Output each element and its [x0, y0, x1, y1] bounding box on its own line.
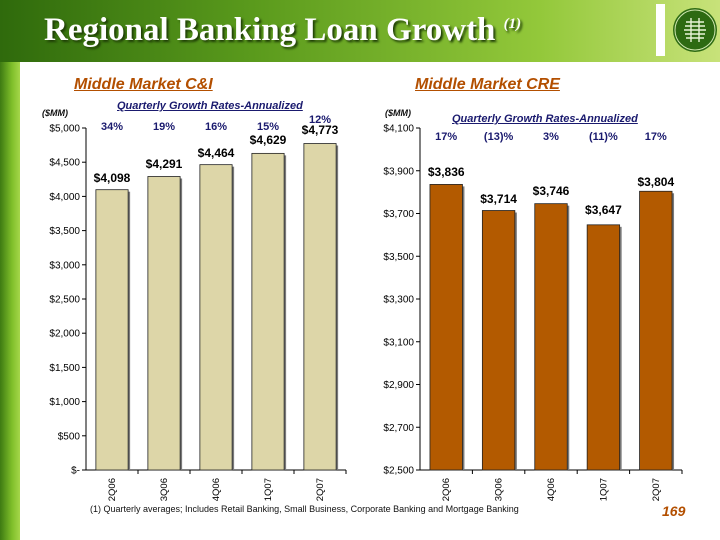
chart1-bar — [199, 164, 233, 471]
chart2-growth-rate: (13)% — [484, 131, 514, 143]
chart1-bar — [95, 189, 129, 471]
chart2-bar — [481, 210, 516, 471]
chart2-title: Middle Market CRE — [415, 76, 560, 93]
chart2-ytick-label: $3,300 — [383, 295, 414, 306]
chart2-category-label: 1Q07 — [598, 478, 609, 501]
chart1-unit-label: ($MM) — [42, 108, 68, 118]
chart2-growth-rate: 17% — [645, 131, 667, 143]
page-number: 169 — [662, 503, 686, 519]
chart1-category-label: 4Q06 — [211, 478, 222, 501]
chart1-growth-rate: 19% — [153, 121, 175, 133]
logo-mark-icon — [674, 9, 716, 51]
header-divider — [656, 4, 665, 56]
chart1-ytick-label: $2,500 — [49, 295, 80, 306]
chart2-value-label: $3,804 — [637, 175, 674, 189]
chart2-plot: $2,500 $2,700 $2,900 $3,100 $3,300 $3,500 $3,7… — [383, 124, 683, 501]
chart2-growth-rate: (11)% — [589, 131, 618, 143]
chart1-value-label: $4,773 — [302, 123, 339, 137]
chart2-ytick-label: $3,700 — [383, 209, 414, 220]
chart2-value-label: $3,746 — [533, 184, 570, 198]
chart2-ytick-label: $3,100 — [383, 337, 414, 348]
header-banner — [0, 0, 720, 62]
chart2-ytick-label: $3,900 — [383, 166, 414, 177]
chart2-growth-heading: Quarterly Growth Rates-Annualized — [452, 113, 638, 125]
page-title: Regional Banking Loan Growth (1) — [44, 12, 521, 49]
chart1-growth-rate: 16% — [205, 121, 227, 133]
chart1-ytick-label: $1,000 — [49, 397, 80, 408]
chart2-ytick-label: $2,900 — [383, 380, 414, 391]
chart1-bar — [251, 152, 285, 471]
chart2-value-label: $3,714 — [480, 192, 517, 206]
chart1-growth-rate: 12% — [309, 114, 331, 126]
page-title-text: Regional Banking Loan Growth — [44, 12, 496, 48]
chart1-value-label: $4,098 — [94, 171, 131, 185]
chart1-ytick-label: $2,000 — [49, 329, 80, 340]
chart1-ytick-label: $500 — [58, 431, 81, 442]
chart1-bar — [147, 176, 181, 471]
chart1-bar — [303, 143, 337, 471]
chart2-bar — [639, 190, 673, 471]
chart1-ytick-label: $3,000 — [49, 260, 80, 271]
chart1-category-label: 1Q07 — [263, 478, 274, 501]
company-logo — [673, 8, 717, 52]
chart1-ytick-label: $3,500 — [49, 226, 80, 237]
chart2-value-label: $3,836 — [428, 165, 465, 179]
footnote: (1) Quarterly averages; Includes Retail … — [90, 504, 519, 514]
chart2-bar — [586, 224, 621, 471]
chart2-ytick-label: $2,700 — [383, 423, 414, 434]
chart1-ytick-label: $4,500 — [49, 158, 80, 169]
chart1-growth-heading: Quarterly Growth Rates-Annualized — [117, 100, 303, 112]
chart2-bar — [534, 203, 568, 471]
chart1-ytick-label: $- — [71, 466, 80, 477]
chart1-growth-rate: 15% — [257, 121, 279, 133]
chart1-category-label: 2Q06 — [107, 478, 118, 501]
chart1-title: Middle Market C&I — [74, 76, 213, 93]
chart2-growth-rate: 3% — [543, 131, 559, 143]
chart2-unit-label: ($MM) — [385, 108, 411, 118]
chart1-ytick-label: $5,000 — [49, 124, 80, 135]
chart1-value-label: $4,291 — [146, 157, 183, 171]
chart2-bar — [429, 184, 463, 471]
chart1-growth-rate: 34% — [101, 121, 123, 133]
title-footnote-marker: (1) — [503, 16, 522, 32]
chart2-growth-rate: 17% — [435, 131, 457, 143]
chart1-ytick-label: $1,500 — [49, 363, 80, 374]
left-accent-bar — [0, 0, 20, 540]
chart2-value-label: $3,647 — [585, 203, 622, 217]
chart2-category-label: 2Q06 — [441, 478, 452, 501]
chart1-category-label: 2Q07 — [315, 478, 326, 501]
chart2-category-label: 3Q06 — [494, 478, 505, 501]
chart2-ytick-label: $3,500 — [383, 252, 414, 263]
chart2-category-label: 4Q06 — [546, 478, 557, 501]
chart1-plot: $- $500 $1,000 $1,500 $2,000 $2,500 $3,000 $3,5… — [49, 114, 347, 501]
chart1-value-label: $4,464 — [198, 146, 235, 160]
chart2-category-label: 2Q07 — [651, 478, 662, 501]
chart1-category-label: 3Q06 — [159, 478, 170, 501]
chart2-ytick-label: $2,500 — [383, 466, 414, 477]
chart1-value-label: $4,629 — [250, 133, 287, 147]
chart2-ytick-label: $4,100 — [383, 124, 414, 135]
chart1-ytick-label: $4,000 — [49, 192, 80, 203]
